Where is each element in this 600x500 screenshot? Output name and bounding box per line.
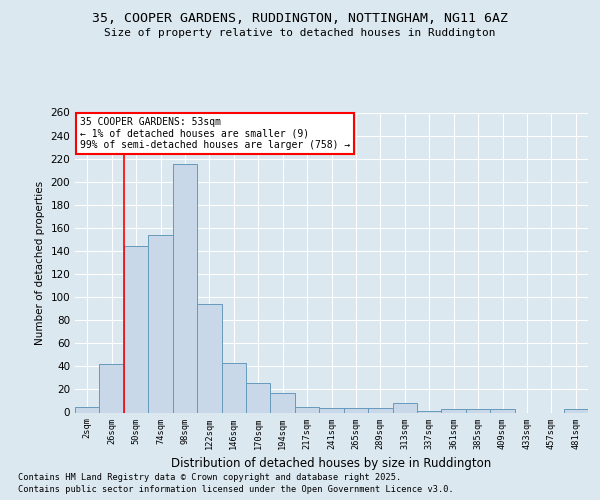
Bar	[563, 409, 588, 412]
Bar	[246, 382, 271, 412]
Text: Size of property relative to detached houses in Ruddington: Size of property relative to detached ho…	[104, 28, 496, 38]
Bar	[100, 364, 124, 412]
Text: 35, COOPER GARDENS, RUDDINGTON, NOTTINGHAM, NG11 6AZ: 35, COOPER GARDENS, RUDDINGTON, NOTTINGH…	[92, 12, 508, 26]
Bar	[442, 409, 466, 412]
Bar	[271, 393, 295, 412]
Text: 35 COOPER GARDENS: 53sqm
← 1% of detached houses are smaller (9)
99% of semi-det: 35 COOPER GARDENS: 53sqm ← 1% of detache…	[80, 117, 350, 150]
Bar	[75, 406, 100, 412]
Bar	[344, 408, 368, 412]
Bar	[490, 409, 515, 412]
Bar	[392, 404, 417, 412]
Text: Contains public sector information licensed under the Open Government Licence v3: Contains public sector information licen…	[18, 485, 454, 494]
Bar	[368, 408, 392, 412]
Bar	[173, 164, 197, 412]
Y-axis label: Number of detached properties: Number of detached properties	[35, 180, 45, 344]
Bar	[197, 304, 221, 412]
Bar	[124, 246, 148, 412]
Bar	[319, 408, 344, 412]
Text: Contains HM Land Registry data © Crown copyright and database right 2025.: Contains HM Land Registry data © Crown c…	[18, 472, 401, 482]
Bar	[148, 235, 173, 412]
Bar	[466, 409, 490, 412]
Bar	[221, 363, 246, 412]
Bar	[295, 406, 319, 412]
X-axis label: Distribution of detached houses by size in Ruddington: Distribution of detached houses by size …	[172, 457, 491, 470]
